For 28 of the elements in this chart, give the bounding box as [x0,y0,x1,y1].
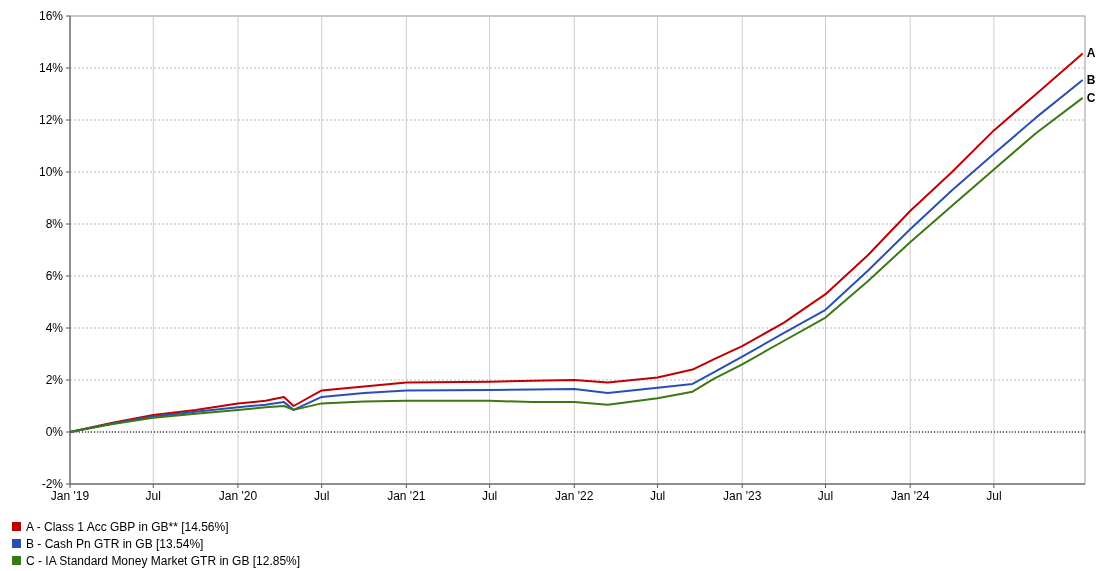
y-tick-label: 16% [38,9,64,23]
annotation: C [1086,90,1096,105]
y-tick-label: 14% [38,61,64,75]
y-tick-label: 2% [45,373,64,387]
legend-label: B - Cash Pn GTR in GB [13.54%] [26,537,204,551]
x-tick-label: Jul [649,489,666,503]
y-tick-label: 8% [45,217,64,231]
annotation: A [1086,46,1096,61]
x-tick-label: Jul [314,489,330,503]
x-tick-label: Jan '19 [50,489,90,503]
y-tick-label: 0% [45,425,64,439]
x-tick-label: Jan '20 [218,489,258,503]
legend-label: A - Class 1 Acc GBP in GB** [14.56%] [26,520,229,534]
x-tick-label: Jul [986,489,1002,503]
x-tick-label: Jan '22 [555,489,594,503]
y-tick-label: -2% [41,477,64,491]
y-tick-label: 4% [45,321,64,335]
x-tick-label: Jan '21 [387,489,426,503]
x-tick-label: Jan '23 [723,489,762,503]
y-tick-label: 12% [38,113,64,127]
y-tick-label: 10% [38,165,64,179]
x-tick-label: Jan '24 [890,489,930,503]
annotation: B [1086,72,1096,87]
legend-label: C - IA Standard Money Market GTR in GB [12.85%] [26,554,301,568]
x-tick-label: Jul [145,489,161,503]
x-tick-label: Jul [481,489,498,503]
x-tick-label: Jul [817,489,834,503]
y-tick-label: 6% [45,269,64,283]
